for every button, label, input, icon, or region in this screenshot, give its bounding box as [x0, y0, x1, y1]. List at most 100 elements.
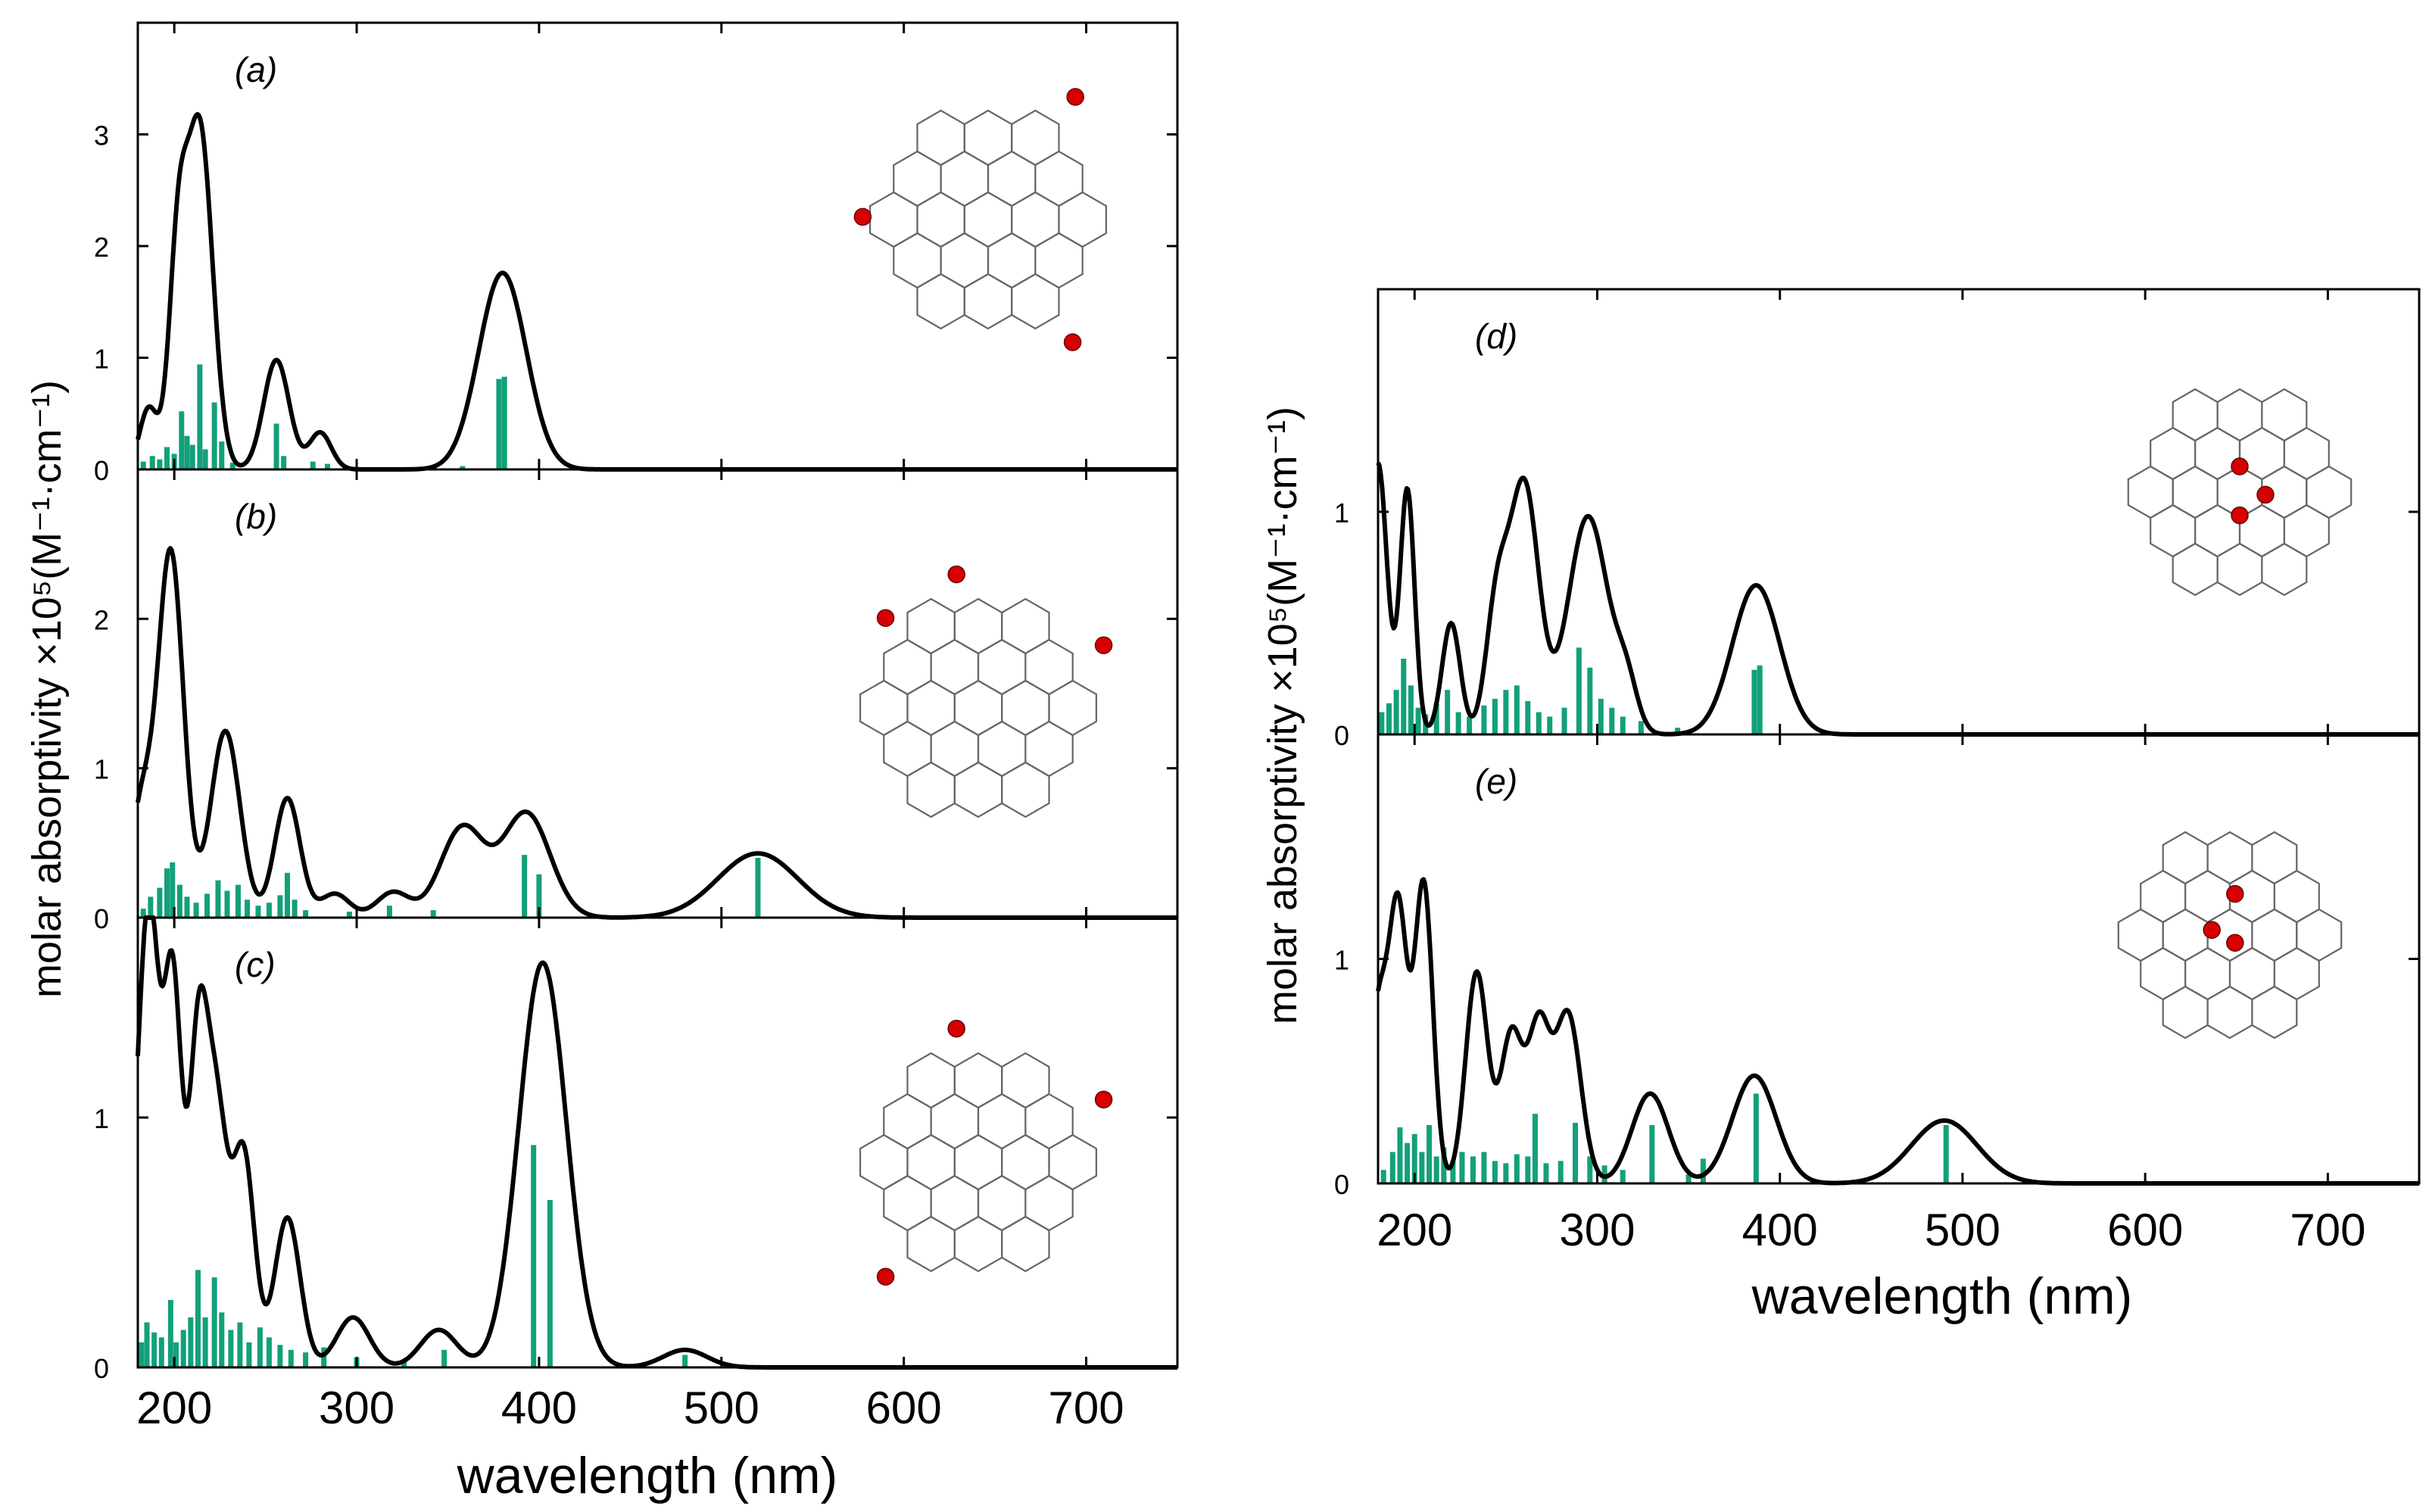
stick-d-12	[1492, 698, 1498, 734]
panel-frame-c	[136, 916, 1179, 1369]
hexagon-ring-b-5	[930, 720, 980, 778]
left-x-tick-labels: 200 300 400 500 600 700	[136, 1383, 1124, 1433]
panel-frame-b	[136, 468, 1179, 919]
hexagon-ring-a-11	[1011, 273, 1060, 330]
stick-d-13	[1503, 690, 1509, 734]
stick-d-9	[1455, 712, 1461, 734]
stick-b-6	[184, 896, 190, 918]
stick-a-2	[157, 459, 163, 469]
stick-b-12	[245, 899, 251, 918]
stick-a-17	[460, 466, 466, 469]
stick-a-19	[501, 376, 507, 469]
stick-b-23	[536, 874, 542, 918]
stick-e-0	[1380, 1170, 1386, 1183]
hexagon-ring-b-7	[906, 597, 956, 655]
panel-label-e: (e)	[1475, 762, 1517, 801]
oxygen-atom-d-2	[2256, 485, 2275, 504]
molecule-structure-c-icon	[859, 1019, 1113, 1286]
hexagon-ring-b-3	[883, 638, 932, 696]
hexagon-ring-a-13	[987, 150, 1037, 207]
panel-label-a: (a)	[235, 50, 277, 89]
stick-e-20	[1573, 1122, 1579, 1183]
oxygen-atom-c-1	[1094, 1090, 1113, 1108]
stick-d-20	[1587, 667, 1593, 734]
stick-a-12	[229, 463, 235, 469]
stick-d-4	[1408, 685, 1414, 734]
oxygen-atom-b-2	[1094, 636, 1113, 654]
x-tick-label-c-700: 700	[1049, 1383, 1124, 1433]
y-tick-label-c-0: 0	[94, 1353, 109, 1384]
x-tick-label-e-300: 300	[1559, 1205, 1635, 1255]
hexagon-ring-e-5	[2184, 946, 2231, 1001]
stick-c-5	[173, 1342, 179, 1367]
hexagon-ring-b-8	[930, 638, 980, 696]
stick-d-14	[1514, 685, 1520, 734]
stick-c-6	[180, 1330, 186, 1367]
stick-a-15	[310, 461, 316, 469]
stick-d-11	[1481, 705, 1487, 734]
stick-a-16	[325, 463, 331, 469]
hexagon-ring-d-4	[2172, 465, 2219, 519]
hexagon-ring-e-7	[2162, 831, 2209, 885]
hexagon-ring-a-17	[1034, 150, 1084, 207]
stick-d-0	[1379, 712, 1385, 734]
hexagon-ring-c-7	[906, 1052, 956, 1109]
stick-d-15	[1525, 700, 1531, 734]
hexagon-ring-b-13	[977, 638, 1027, 696]
stick-c-25	[547, 1199, 553, 1367]
hexagon-ring-c-10	[977, 1174, 1027, 1232]
stick-c-3	[158, 1337, 164, 1367]
left-x-axis-label: wavelength (nm)	[457, 1447, 838, 1504]
stick-c-0	[139, 1342, 145, 1367]
hexagon-ring-c-8	[930, 1093, 980, 1150]
x-tick-label-c-300: 300	[319, 1383, 394, 1433]
hexagon-ring-b-17	[1024, 638, 1074, 696]
stick-d-5	[1415, 707, 1421, 734]
stick-e-11	[1470, 1156, 1476, 1183]
stick-e-6	[1427, 1124, 1433, 1183]
stick-e-23	[1620, 1170, 1626, 1183]
hexagon-ring-e-8	[2184, 869, 2231, 924]
right-y-axis-label: molar absorptivity ×10⁵(M⁻¹·cm⁻¹)	[1260, 407, 1305, 1024]
y-tick-label-a-3: 3	[94, 120, 109, 151]
stick-e-13	[1492, 1161, 1498, 1183]
hexagon-ring-d-7	[2172, 388, 2219, 442]
oxygen-atom-e-0	[2226, 884, 2244, 903]
x-tick-label-c-500: 500	[684, 1383, 759, 1433]
stick-c-4	[167, 1299, 173, 1367]
stick-a-13	[273, 423, 279, 469]
stick-b-21	[430, 910, 436, 918]
stick-a-11	[219, 441, 225, 469]
x-tick-label-c-200: 200	[136, 1383, 212, 1433]
stick-a-10	[211, 402, 217, 469]
hexagon-ring-b-14	[1001, 679, 1050, 737]
panel-frame-a	[136, 21, 1179, 471]
x-tick-label-e-700: 700	[2290, 1205, 2365, 1255]
hexagon-ring-b-0	[859, 679, 909, 737]
stick-a-14	[281, 456, 287, 469]
y-tick-label-e-0: 0	[1334, 1169, 1349, 1200]
stick-d-25	[1675, 728, 1681, 734]
hexagon-ring-e-15	[2273, 946, 2320, 1001]
y-tick-label-a-0: 0	[94, 455, 109, 486]
hexagon-ring-c-13	[977, 1093, 1027, 1150]
stick-a-0	[140, 461, 146, 469]
hexagon-ring-e-16	[2251, 831, 2298, 885]
hexagon-ring-a-16	[1011, 109, 1060, 167]
hexagon-ring-a-12	[963, 109, 1013, 167]
molecule-structure-e-icon	[2117, 831, 2343, 1040]
hexagon-ring-a-3	[893, 150, 942, 207]
stick-a-6	[184, 435, 190, 469]
y-tick-label-a-2: 2	[94, 232, 109, 263]
stick-a-7	[189, 444, 195, 469]
stick-c-12	[228, 1330, 234, 1367]
hexagon-ring-c-14	[1001, 1133, 1050, 1191]
stick-e-15	[1514, 1154, 1520, 1183]
panel-label-b: (b)	[235, 497, 277, 536]
oxygen-atom-d-0	[2231, 457, 2249, 475]
hexagon-ring-d-18	[2306, 465, 2353, 519]
hexagon-ring-d-16	[2261, 388, 2308, 442]
y-tick-label-e-1: 1	[1334, 945, 1349, 976]
hexagon-ring-c-15	[1024, 1174, 1074, 1232]
oxygen-atom-c-2	[876, 1267, 895, 1286]
